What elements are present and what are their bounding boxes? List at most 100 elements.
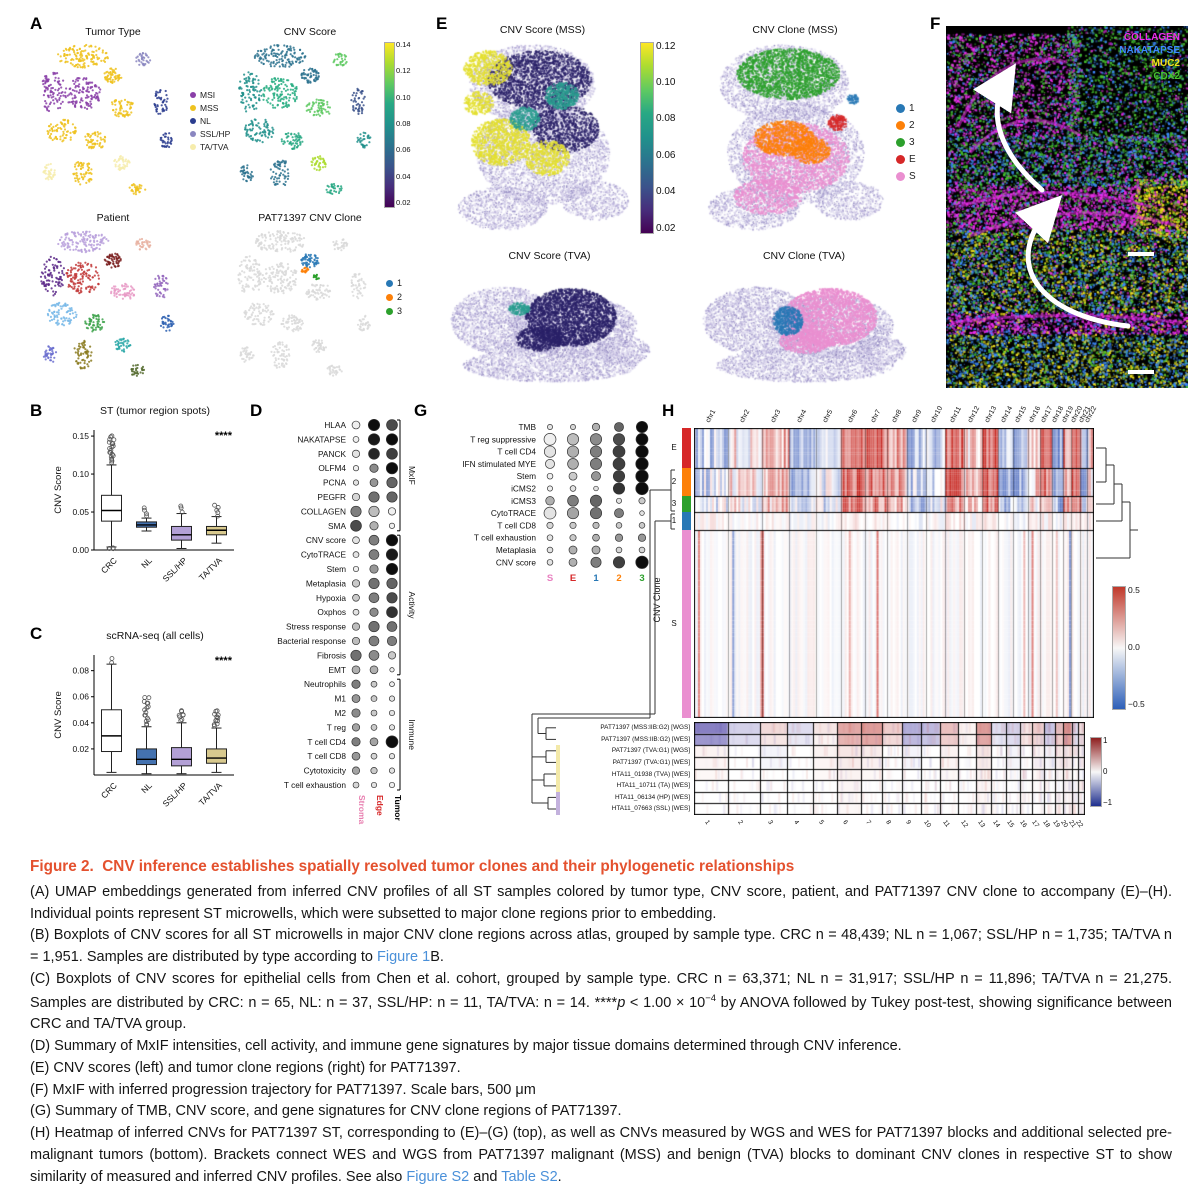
chrom-number: 4 [792,819,801,826]
dot [370,695,378,702]
row-label: EMT [328,665,346,675]
mxif-legend: COLLAGEN NAKATAPSE MUC2 CDX2 [1020,32,1180,92]
legend-swatch [896,138,905,147]
legend-item: 1 [386,276,402,290]
column-label: Stroma [357,795,367,825]
outlier [178,505,184,511]
dot [569,485,577,492]
group-label: MxIF [407,466,417,485]
chrom-label: chr12 [967,405,982,424]
dot [635,457,649,471]
caption-body: (A) UMAP embeddings generated from infer… [30,882,1172,1188]
cnv-clone-mss-image [700,40,890,235]
sample-label: HTA11_10711 (TA) [WES] [616,782,690,790]
column-label: S [547,573,553,584]
row-label: T cell CD4 [497,447,536,457]
cnv-heatmap [694,428,1094,718]
row-label: Metaplasia [306,578,347,588]
dot [351,420,361,430]
outlier [214,507,220,513]
dot [614,422,624,432]
legend-label: 2 [397,292,403,302]
clone-annotation-2 [682,468,691,496]
sample-label: HTA11_07663 (SSL) [WES] [611,805,690,813]
chrom-number: 5 [817,819,826,826]
row-label: T cell CD4 [307,737,346,747]
outlier [108,434,114,440]
dot [368,491,380,503]
legend-label: 1 [397,278,403,288]
chrom-number: 22 [1073,819,1084,829]
dot [368,447,380,460]
outlier [146,695,152,701]
row-label: Stress response [286,622,346,632]
column-label: 2 [616,573,621,584]
chrom-number: 3 [765,819,774,826]
dot [388,709,396,717]
dot [546,559,554,566]
row-label: T reg [327,722,347,732]
row-label: NAKATAPSE [297,434,346,444]
row-label: M2 [334,708,346,718]
column-label: 3 [639,573,644,584]
panel-g-label: G [414,401,428,420]
clone-annotation-1 [682,512,691,530]
row-label: Cytotoxicity [304,766,347,776]
dot [593,485,599,492]
umap-points [41,43,173,196]
chrom-number: 13 [975,819,986,829]
colorbar-tick: 0.5 [1128,585,1140,596]
row-label: CytoTRACE [491,508,537,518]
box [101,709,122,753]
caption-link[interactable]: Table S2 [501,1168,558,1185]
legend-label: SSL/HP [200,128,231,139]
dot [368,577,380,589]
dot [570,424,576,430]
legend-item: 3 [386,304,402,318]
caption-link[interactable]: Figure S2 [406,1168,470,1185]
caption-link[interactable]: Figure 1 [377,949,431,966]
outlier [179,708,184,714]
boxplot-st: 0.00 0.05 0.10 0.15 CNV Score CRC NL SSL/HP TA/T… [53,430,234,584]
dot [367,418,381,432]
panel-a-label: A [30,14,43,33]
y-tick-label: 0.00 [72,545,89,555]
dot [386,592,398,604]
dot [352,465,360,472]
column-label: E [570,573,576,584]
legend-label: S [909,171,916,182]
dot [388,781,396,789]
dot [370,752,378,760]
legend-item: 2 [386,290,402,304]
row-label: T reg suppressive [470,434,536,444]
cnv-clone-axis-label: CNV Clone [652,577,662,623]
row-label: PANCK [318,449,346,459]
sample-label: PAT71397 (MSS:IIB:G2) [WGS] [600,724,690,731]
dot [569,534,577,542]
dot [369,478,379,487]
dot [385,534,399,547]
panel-f-label: F [930,14,941,33]
dot [616,497,622,504]
row-label: Metaplasia [496,545,537,555]
caption-paragraph: (C) Boxplots of CNV scores for epithelia… [30,970,1173,1033]
legend-swatch [386,279,393,287]
colorbar-tick: 0.06 [396,145,411,155]
outlier [109,444,115,450]
row-label: iCMS3 [511,496,536,506]
legend-swatch [896,155,905,164]
legend-label: E [909,154,916,165]
dot [351,708,361,718]
dot [635,420,649,434]
dot [369,564,379,574]
row-label: Hypoxia [316,593,346,603]
legend-swatch [896,104,905,113]
dot [386,621,398,632]
dot [351,723,361,732]
colorbar-tick: 0.0 [1128,642,1140,653]
dot [352,781,360,789]
row-label: COLLAGEN [301,506,346,516]
row-label: Fibrosis [317,650,346,660]
sample-label: PAT71397 (TVA:G1) [WES] [612,758,690,766]
